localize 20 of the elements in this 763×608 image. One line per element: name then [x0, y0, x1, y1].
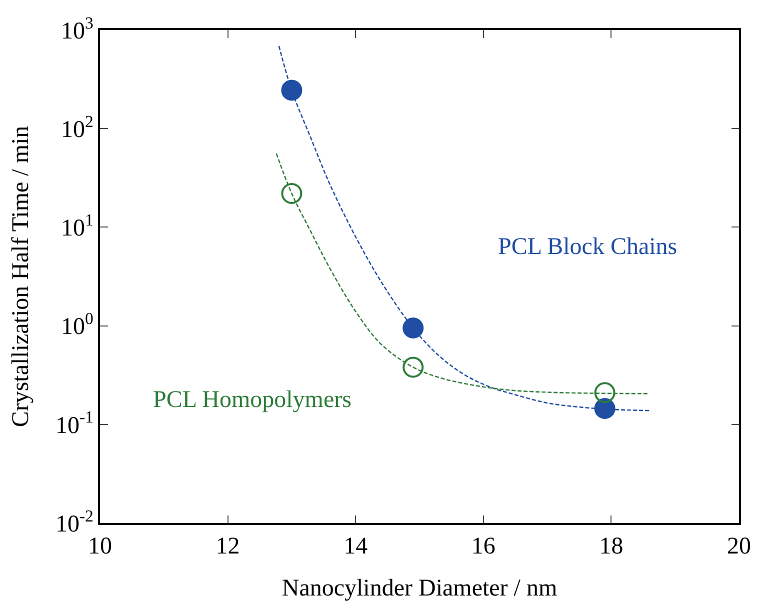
point [402, 356, 424, 378]
point [594, 382, 616, 404]
x-tick-label: 18 [599, 534, 624, 560]
y-axis-title: Crystallization Half Time / min [8, 126, 34, 428]
x-axis-title: Nanocylinder Diameter / nm [282, 575, 558, 602]
x-tick-label: 16 [471, 534, 496, 560]
point [402, 318, 424, 338]
y-tick-label: 10$^{0}$ [61, 309, 94, 340]
text: PCL Homopolymers [153, 387, 352, 413]
point [281, 80, 302, 101]
point [594, 398, 616, 419]
y-tick-label: 10$^{-1}$ [55, 408, 94, 439]
y-tick-label: 10$^{1}$ [61, 210, 94, 242]
x-tick-label: 20 [727, 534, 751, 560]
y-tick-label: 10$^{3}$ [61, 13, 94, 44]
x-tick-label: 12 [216, 534, 240, 560]
x-tick-label: 14 [344, 534, 368, 560]
y-tick-label: 10$^{2}$ [61, 112, 94, 143]
text: PCL Block Chains [498, 234, 678, 260]
point [281, 182, 302, 204]
